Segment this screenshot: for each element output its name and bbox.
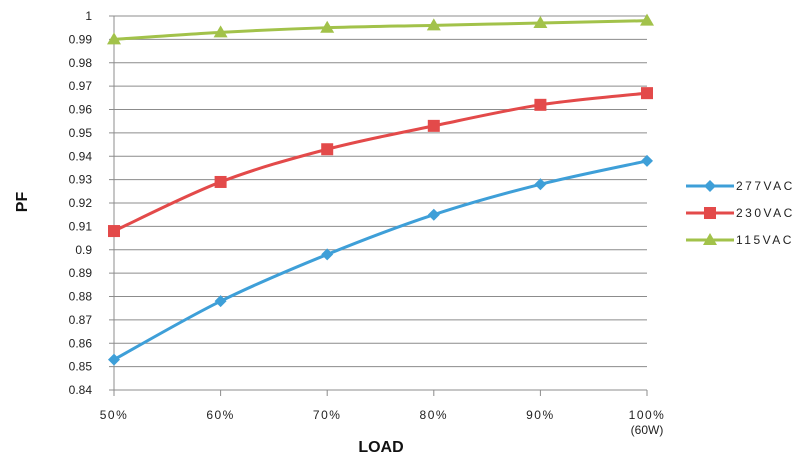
data-point-115vac xyxy=(640,13,654,26)
x-tick-label: 100% xyxy=(629,408,666,422)
y-tick-label: 0.93 xyxy=(69,173,93,187)
x-tick-labels: 50% 60% 70% 80% 90% 100%(60W) xyxy=(100,408,666,437)
data-point-230vac xyxy=(108,225,120,238)
x-axis-title: LOAD xyxy=(358,439,403,456)
y-axis-title: PF xyxy=(14,192,31,213)
y-tick-label: 0.92 xyxy=(69,196,93,210)
data-point-277vac xyxy=(534,178,547,191)
data-point-277vac xyxy=(108,353,120,366)
legend-label: 277VAC xyxy=(736,179,795,193)
legend-label: 230VAC xyxy=(736,206,795,220)
legend: 277VAC 230VAC 115VAC xyxy=(686,179,795,247)
data-point-230vac xyxy=(534,98,547,111)
data-point-230vac xyxy=(427,119,440,132)
data-point-277vac xyxy=(321,248,334,261)
series-line-277vac xyxy=(113,159,648,361)
legend-marker-230vac xyxy=(704,207,716,219)
y-tick-label: 0.89 xyxy=(69,266,93,280)
data-point-230vac xyxy=(321,143,334,156)
data-point-230vac xyxy=(214,175,227,188)
legend-marker-277vac xyxy=(704,180,716,192)
x-tick-label: 50% xyxy=(100,408,129,422)
x-tick-label: 90% xyxy=(526,408,555,422)
data-point-115vac xyxy=(533,16,548,29)
y-tick-label: 1 xyxy=(85,9,92,23)
legend-marker-115vac xyxy=(703,233,717,245)
series-lines xyxy=(107,13,654,366)
legend-label: 115VAC xyxy=(736,233,794,247)
y-tick-label: 0.87 xyxy=(69,313,93,327)
y-tick-label: 0.98 xyxy=(69,56,93,70)
y-tick-label: 0.96 xyxy=(69,103,93,117)
y-tick-label: 0.9 xyxy=(75,243,92,257)
data-point-277vac xyxy=(427,208,440,221)
x-tick-label: 60% xyxy=(206,408,235,422)
y-tick-label: 0.88 xyxy=(69,290,93,304)
y-tick-labels: 0.84 0.85 0.86 0.87 0.88 0.89 0.9 0.91 0.92 0.93 0… xyxy=(69,9,93,397)
data-point-230vac xyxy=(641,87,653,100)
series-line-115vac xyxy=(113,19,648,41)
grid-lines xyxy=(114,15,647,368)
x-tick-label: 80% xyxy=(420,408,449,422)
y-tick-label: 0.86 xyxy=(69,336,93,350)
series-line-230vac xyxy=(113,91,648,233)
data-point-277vac xyxy=(641,154,653,167)
data-point-115vac xyxy=(426,18,441,31)
y-tick-label: 0.95 xyxy=(69,126,93,140)
data-point-277vac xyxy=(214,295,227,308)
y-tick-label: 0.84 xyxy=(69,383,93,397)
data-point-115vac xyxy=(213,25,228,38)
y-tick-label: 0.85 xyxy=(69,360,93,374)
x-tick-sublabel: (60W) xyxy=(631,423,664,437)
x-tick-label: 70% xyxy=(313,408,342,422)
y-tick-label: 0.99 xyxy=(69,32,93,46)
y-tick-label: 0.91 xyxy=(69,219,93,233)
axes xyxy=(109,15,648,396)
y-tick-label: 0.94 xyxy=(69,149,93,163)
data-point-115vac xyxy=(320,20,335,33)
y-tick-label: 0.97 xyxy=(69,79,93,93)
data-point-115vac xyxy=(107,32,121,45)
